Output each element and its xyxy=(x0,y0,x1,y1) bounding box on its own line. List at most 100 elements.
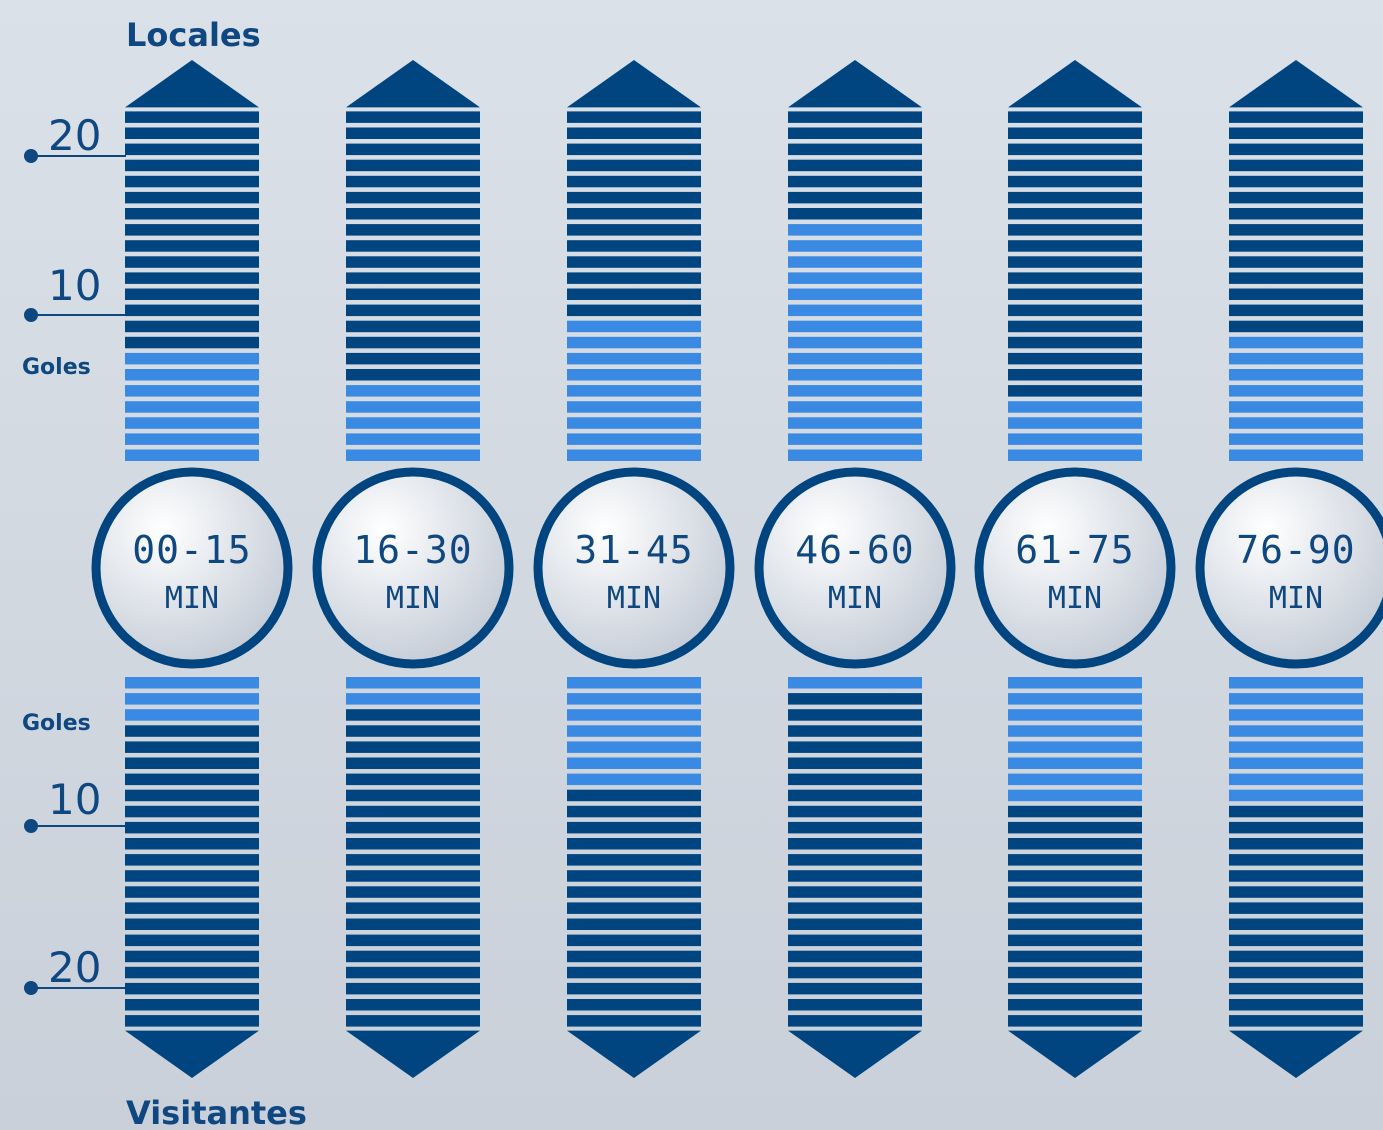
bottom-arrow xyxy=(567,1030,701,1078)
empty-bar xyxy=(1229,175,1363,188)
empty-bar xyxy=(1008,821,1142,834)
empty-bar xyxy=(567,789,701,802)
away-goal-bar xyxy=(1229,693,1363,705)
interval-unit: MIN xyxy=(1269,581,1323,616)
top-title: Locales xyxy=(126,16,261,54)
empty-bar xyxy=(125,870,259,882)
away-goal-bar xyxy=(788,677,922,689)
interval-unit: MIN xyxy=(828,581,882,616)
away-goal-bar xyxy=(567,709,701,721)
empty-bar xyxy=(346,982,480,995)
empty-bar xyxy=(346,304,480,317)
away-goal-bar xyxy=(1008,709,1142,721)
away-goal-bar xyxy=(1008,741,1142,753)
empty-bar xyxy=(1229,208,1363,220)
empty-bar xyxy=(125,240,259,252)
home-goal-bar xyxy=(788,304,922,317)
empty-bar xyxy=(346,870,480,882)
empty-bar xyxy=(346,999,480,1011)
empty-bar xyxy=(788,789,922,802)
empty-bar xyxy=(125,805,259,818)
home-goal-bar xyxy=(346,401,480,413)
empty-bar xyxy=(346,709,480,721)
home-goal-bar xyxy=(1229,369,1363,381)
empty-bar xyxy=(1008,143,1142,156)
empty-bar xyxy=(1008,854,1142,866)
empty-bar xyxy=(125,288,259,300)
empty-bar xyxy=(1229,288,1363,300)
home-goal-bar xyxy=(125,433,259,445)
empty-bar xyxy=(1229,934,1363,947)
empty-bar xyxy=(788,870,922,882)
empty-bar xyxy=(788,982,922,995)
empty-bar xyxy=(567,191,701,204)
empty-bar xyxy=(1229,111,1363,123)
empty-bar xyxy=(1229,272,1363,284)
home-goal-bar xyxy=(788,369,922,381)
empty-bar xyxy=(346,773,480,786)
away-goal-bar xyxy=(125,677,259,689)
empty-bar xyxy=(125,336,259,349)
empty-bar xyxy=(346,1015,480,1027)
home-goal-bar xyxy=(1008,401,1142,413)
home-goal-bar xyxy=(1229,401,1363,413)
home-goal-bar xyxy=(1229,385,1363,397)
home-goal-bar xyxy=(788,433,922,445)
empty-bar xyxy=(1229,838,1363,850)
bottom-arrow xyxy=(1229,1030,1363,1078)
top-tick-20: 20 xyxy=(48,111,101,160)
empty-bar xyxy=(125,1015,259,1027)
empty-bar xyxy=(125,320,259,333)
empty-bar xyxy=(788,886,922,898)
empty-bar xyxy=(346,725,480,737)
empty-bar xyxy=(567,272,701,284)
empty-bar xyxy=(1008,336,1142,349)
tick-marker xyxy=(24,819,38,833)
home-goal-bar xyxy=(788,449,922,461)
bottom-tick-20: 20 xyxy=(48,943,101,992)
empty-bar xyxy=(346,111,480,123)
empty-bar xyxy=(346,966,480,979)
empty-bar xyxy=(1008,385,1142,397)
empty-bar xyxy=(788,175,922,188)
empty-bar xyxy=(346,208,480,220)
empty-bar xyxy=(567,240,701,252)
empty-bar xyxy=(788,854,922,866)
empty-bar xyxy=(1008,191,1142,204)
home-goal-bar xyxy=(125,352,259,365)
home-goal-bar xyxy=(788,224,922,236)
empty-bar xyxy=(125,934,259,947)
home-goal-bar xyxy=(1229,336,1363,349)
bottom-arrow xyxy=(1008,1030,1142,1078)
empty-bar xyxy=(1008,934,1142,947)
away-goal-bar xyxy=(1229,709,1363,721)
empty-bar xyxy=(1008,175,1142,188)
empty-bar xyxy=(346,886,480,898)
empty-bar xyxy=(1229,304,1363,317)
empty-bar xyxy=(1008,256,1142,268)
empty-bar xyxy=(788,191,922,204)
empty-bar xyxy=(125,741,259,753)
away-goal-bar xyxy=(1229,789,1363,802)
interval-circle xyxy=(974,467,1176,669)
tick-marker xyxy=(24,149,38,163)
empty-bar xyxy=(1229,1015,1363,1027)
empty-bar xyxy=(1008,240,1142,252)
empty-bar xyxy=(346,821,480,834)
away-goal-bar xyxy=(346,677,480,689)
home-goal-bar xyxy=(1229,449,1363,461)
empty-bar xyxy=(1008,159,1142,172)
home-goal-bar xyxy=(788,385,922,397)
home-goal-bar xyxy=(567,433,701,445)
home-goal-bar xyxy=(125,369,259,381)
empty-bar xyxy=(788,159,922,172)
empty-bar xyxy=(788,757,922,769)
empty-bar xyxy=(1229,886,1363,898)
empty-bar xyxy=(1229,240,1363,252)
away-goal-bar xyxy=(1008,789,1142,802)
empty-bar xyxy=(1008,304,1142,317)
top-arrow xyxy=(125,60,259,108)
empty-bar xyxy=(567,934,701,947)
home-goal-bar xyxy=(567,449,701,461)
